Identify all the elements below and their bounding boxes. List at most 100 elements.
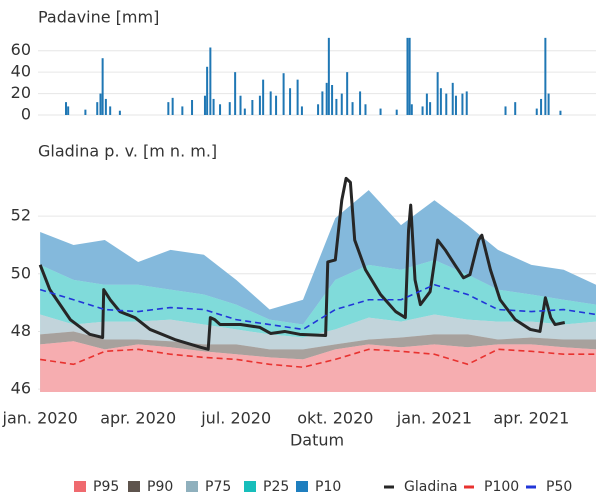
precip-bar: [514, 102, 517, 115]
precip-bar: [67, 106, 70, 115]
precip-bar: [206, 66, 209, 115]
precip-bar: [461, 93, 464, 115]
precip-bar: [118, 110, 121, 115]
precip-bar: [239, 95, 242, 115]
precip-bar: [465, 91, 468, 115]
dashed-line: [40, 348, 596, 369]
precip-bar: [191, 100, 194, 115]
level-line: [38, 176, 566, 351]
precip-bar: [84, 109, 87, 115]
x-tick-label: jan. 2021: [396, 409, 472, 428]
precip-bar: [436, 72, 439, 115]
legend-swatch: [296, 481, 308, 492]
y-tick-label: 52: [11, 206, 31, 225]
y-tick-label: 46: [11, 379, 31, 398]
precip-bar: [181, 106, 184, 115]
legend-label: P95: [93, 479, 119, 492]
x-tick-label: okt. 2020: [297, 409, 373, 428]
y-tick-label: 60: [11, 40, 31, 59]
precip-bar: [104, 98, 107, 115]
y-tick-label: 50: [11, 263, 31, 282]
precip-bar: [327, 37, 330, 115]
x-tick-label: jan. 2020: [2, 409, 78, 428]
precip-bar: [504, 106, 507, 115]
precip-bar: [167, 102, 170, 115]
precip-bar: [364, 104, 367, 115]
x-tick-label: apr. 2020: [100, 409, 176, 428]
precip-bar: [321, 91, 324, 115]
precip-bar: [317, 104, 320, 115]
legend-swatch: [186, 481, 198, 492]
legend-swatch: [128, 481, 140, 492]
legend-label: P90: [147, 479, 173, 492]
precip-bar: [251, 100, 254, 115]
precip-bar: [96, 102, 99, 115]
precip-bar: [547, 93, 550, 115]
precip-bar: [340, 93, 343, 115]
precip-bar: [331, 85, 334, 115]
precip-bar: [262, 79, 265, 115]
legend-label: P75: [205, 479, 231, 492]
legend-label: P100: [484, 479, 519, 492]
precip-bar: [289, 88, 292, 115]
y-tick-label: 0: [21, 105, 31, 124]
precip-bar: [429, 102, 432, 115]
precip-bar: [296, 79, 299, 115]
legend-label: P25: [263, 479, 289, 492]
precip-bar: [451, 82, 454, 115]
precip-bar: [228, 102, 231, 115]
precip-bar: [406, 37, 409, 115]
precip-bar: [351, 102, 354, 115]
precip-bar: [258, 95, 261, 115]
precip-bar: [410, 104, 413, 115]
precip-bar: [454, 95, 457, 115]
precip-bar: [209, 47, 212, 115]
precip-bar: [421, 106, 424, 115]
legend-label: Gladina: [404, 479, 458, 492]
legend-label: P50: [546, 479, 572, 492]
dashed-line: [39, 283, 596, 331]
legend-label: P10: [315, 479, 341, 492]
precip-bar: [99, 93, 102, 115]
precip-bar: [359, 91, 362, 115]
percentile-band: [40, 341, 596, 392]
legend-swatch: [244, 481, 256, 492]
precip-bar: [234, 72, 237, 115]
precip-title: Padavine [mm]: [38, 8, 159, 27]
precip-bar: [395, 109, 398, 115]
legend-swatch: [74, 481, 86, 492]
precip-bar: [535, 108, 538, 115]
precip-bar: [325, 82, 328, 115]
precip-bar: [346, 72, 349, 115]
precip-bar: [275, 95, 278, 115]
precip-bar: [544, 37, 547, 115]
precip-bar: [439, 88, 442, 115]
precip-bar: [300, 106, 303, 115]
precip-bar: [408, 37, 411, 115]
y-tick-label: 48: [11, 321, 31, 340]
level-title: Gladina p. v. [m n. m.]: [38, 142, 217, 161]
y-tick-label: 20: [11, 83, 31, 102]
precip-bar: [335, 98, 338, 115]
x-tick-label: apr. 2021: [493, 409, 569, 428]
precip-bar: [203, 95, 206, 115]
precip-bar: [212, 98, 215, 115]
precip-bar: [243, 108, 246, 115]
x-tick-label: jul. 2020: [200, 409, 271, 428]
precip-bar: [109, 106, 112, 115]
precip-bar: [282, 73, 285, 115]
precip-bar: [425, 93, 428, 115]
precip-bar: [171, 97, 174, 115]
precip-bar: [540, 98, 543, 115]
y-tick-label: 40: [11, 62, 31, 81]
precip-bar: [101, 58, 104, 115]
precip-bar: [269, 91, 272, 115]
x-axis-title: Datum: [290, 431, 344, 450]
precip-bar: [379, 108, 382, 115]
precip-bar: [219, 104, 222, 115]
precip-bar: [445, 93, 448, 115]
precip-bar: [65, 102, 68, 115]
precip-bar: [559, 110, 562, 115]
